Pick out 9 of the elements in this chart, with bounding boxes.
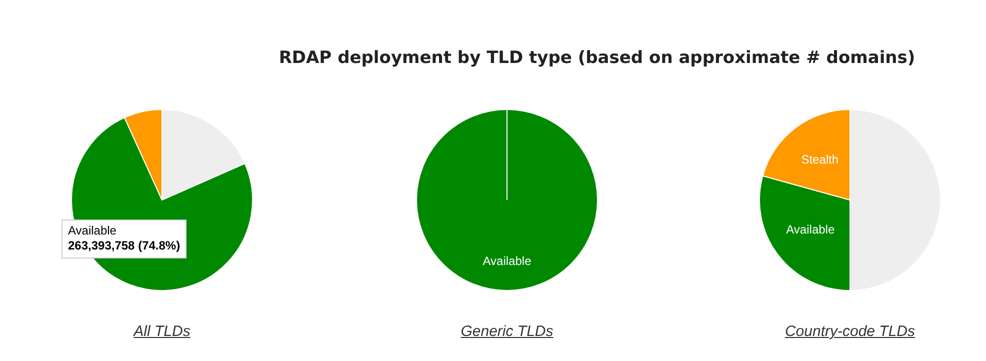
slice-label: Available — [786, 222, 835, 236]
text: Country-code TLDs — [784, 323, 916, 340]
data-label: 263,393,758 (74.8%) — [68, 238, 180, 252]
slice-label: Stealth — [801, 152, 839, 167]
text: RDAP deployment by TLD type (based on approximate # domains) — [278, 48, 916, 68]
text: All TLDs — [132, 323, 192, 340]
slice-label: Available — [482, 254, 532, 268]
slice-label: Available — [68, 223, 117, 238]
text: Generic TLDs — [460, 323, 554, 340]
